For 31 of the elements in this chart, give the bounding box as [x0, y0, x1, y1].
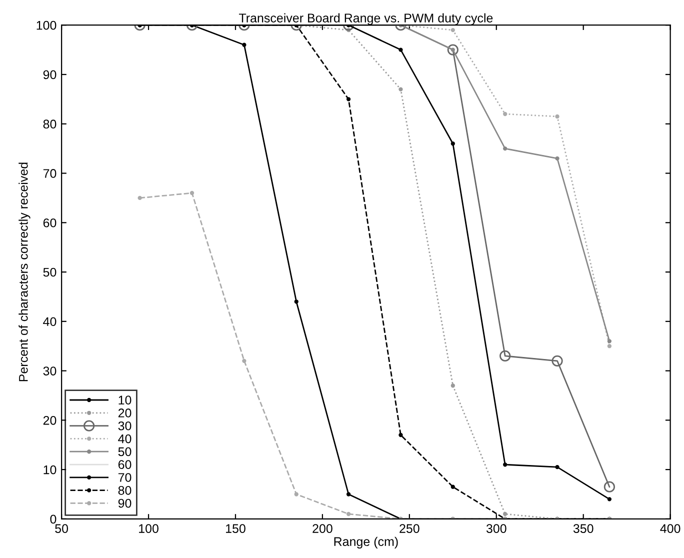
- y-tick-label: 80: [43, 120, 56, 129]
- legend-label: 80: [118, 486, 132, 495]
- x-tick-label: 350: [573, 524, 594, 533]
- legend-label: 60: [118, 460, 132, 470]
- chart-title: Transceiver Board Range vs. PWM duty cycle: [238, 13, 493, 25]
- x-tick-label: 50: [55, 524, 68, 533]
- legend-label: 70: [118, 473, 132, 482]
- x-tick-label: 150: [226, 524, 246, 533]
- x-axis-title: Range (cm): [334, 536, 398, 548]
- y-axis-title: Percent of characters correctly received: [18, 162, 30, 382]
- legend-label: 50: [118, 447, 132, 456]
- legend-label: 30: [118, 421, 132, 430]
- x-tick-label: 300: [486, 524, 506, 533]
- x-tick-label: 200: [312, 524, 332, 533]
- y-tick-label: 40: [43, 317, 56, 326]
- legend-label: 20: [118, 408, 132, 418]
- y-tick-label: 10: [44, 465, 56, 474]
- y-tick-label: 60: [43, 218, 56, 228]
- y-tick-label: 30: [43, 366, 56, 376]
- y-tick-label: 90: [43, 70, 56, 80]
- x-tick-label: 250: [400, 524, 420, 533]
- y-tick-label: 0: [50, 514, 56, 524]
- legend-label: 10: [118, 396, 132, 404]
- x-tick-label: 400: [660, 524, 680, 533]
- y-tick-label: 50: [43, 268, 56, 277]
- y-tick-label: 70: [43, 169, 56, 178]
- x-tick-label: 100: [139, 524, 158, 533]
- y-tick-label: 20: [43, 416, 56, 425]
- legend-label: 40: [118, 434, 132, 444]
- legend-label: 90: [118, 498, 132, 508]
- y-tick-label: 100: [36, 20, 56, 30]
